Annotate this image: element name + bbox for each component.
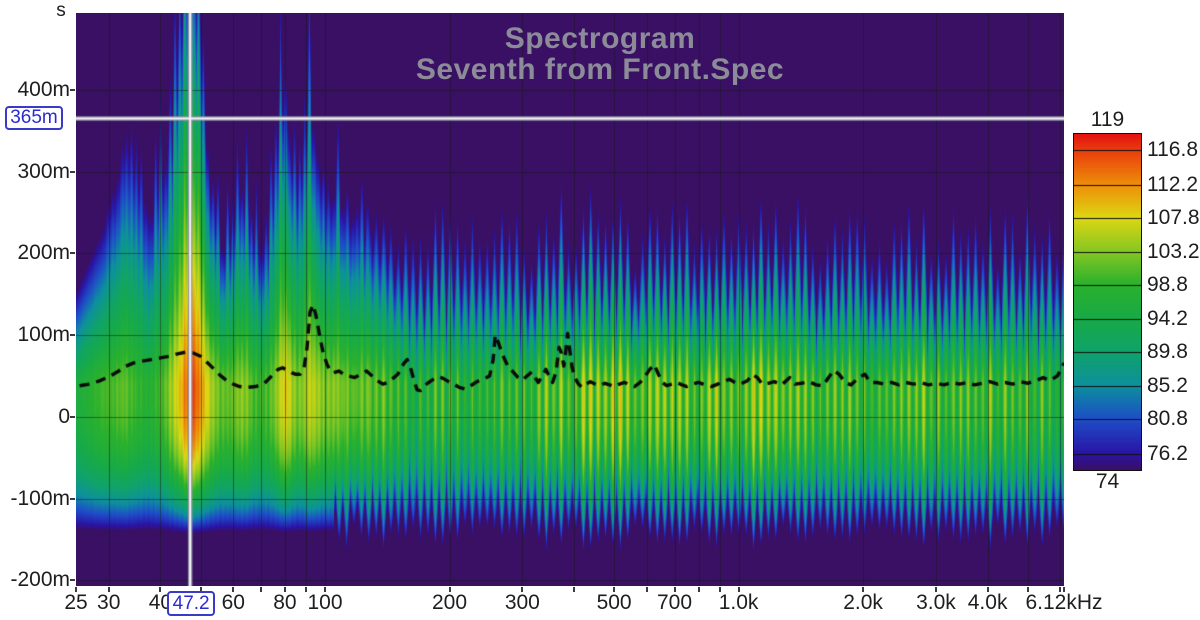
x-axis-tick-mark — [448, 587, 451, 592]
legend-tick-label: 112.2 — [1147, 172, 1198, 196]
y-axis-tick-label: 400m — [17, 77, 70, 101]
y-axis-tick-mark — [70, 497, 75, 500]
x-axis-tick-mark — [305, 587, 308, 592]
x-axis-tick-label: 100 — [307, 591, 343, 614]
legend-tick-label: 94.2 — [1147, 307, 1188, 331]
y-axis-tick-mark — [70, 252, 75, 255]
y-axis-tick-label: 100m — [17, 323, 70, 347]
x-axis-tick-mark — [934, 587, 937, 592]
legend-tick-label: 116.8 — [1147, 138, 1198, 162]
x-axis-tick-mark — [613, 587, 616, 592]
x-axis-tick-mark — [259, 587, 262, 592]
legend-tick-label: 107.8 — [1147, 205, 1200, 229]
y-axis-tick-label: -100m — [10, 486, 70, 510]
legend-tick-label: 103.2 — [1147, 239, 1200, 263]
y-axis-unit-label: s — [56, 0, 66, 21]
x-axis-tick-mark — [324, 587, 326, 592]
y-axis-tick-mark — [70, 415, 75, 418]
x-axis-tick-mark — [232, 587, 235, 592]
y-axis-tick-label: 200m — [17, 241, 70, 265]
y-axis-tick-mark — [70, 88, 75, 91]
x-axis-tick-mark — [737, 587, 740, 592]
x-axis-tick-mark — [673, 587, 676, 592]
x-axis-tick-label: 2.0k — [843, 591, 883, 614]
x-axis-tick-mark — [107, 587, 110, 592]
spectrogram-plot-canvas[interactable] — [76, 13, 1064, 586]
y-axis-tick-label: -200m — [10, 568, 70, 592]
x-axis-tick-mark — [573, 587, 576, 592]
y-axis-tick-label: 300m — [17, 159, 70, 183]
x-axis-tick-label: 200 — [431, 591, 468, 614]
frequency-cursor-readout[interactable]: 47.2 — [167, 591, 216, 616]
legend-colorbar — [1073, 133, 1142, 471]
x-axis-tick-label: 60 — [221, 591, 245, 614]
x-axis-tick-mark — [1026, 587, 1029, 592]
y-axis-tick-mark — [70, 170, 75, 173]
x-axis-tick-label: 25 — [64, 591, 88, 614]
x-axis-tick-mark — [697, 587, 700, 592]
legend-tick-label: 85.2 — [1147, 374, 1188, 398]
time-cursor-readout[interactable]: 365m — [5, 106, 63, 131]
x-axis-tick-mark — [1063, 587, 1065, 592]
x-axis-tick-label: 3.0k — [916, 591, 956, 614]
legend-tick-label: 80.8 — [1147, 407, 1188, 431]
y-axis-tick-mark — [70, 579, 75, 582]
x-axis-tick-label: 1.0k — [718, 591, 759, 614]
x-axis-tick-label: 30 — [97, 591, 121, 614]
x-axis-tick-mark — [718, 587, 721, 592]
y-axis-tick-label: 0 — [58, 404, 70, 428]
x-axis-tick-mark — [986, 587, 989, 592]
x-axis-tick-mark — [521, 587, 524, 592]
x-axis-tick-mark — [862, 587, 865, 592]
x-axis-tick-mark — [645, 587, 648, 592]
x-axis-tick-label: 40 — [148, 591, 173, 614]
x-axis-tick-label: 80 — [273, 591, 297, 614]
x-axis-tick-label: 500 — [596, 591, 632, 614]
legend-max-label: 119 — [1090, 108, 1125, 131]
x-axis-tick-label: 700 — [657, 591, 693, 614]
legend-min-label: 74 — [1095, 470, 1120, 493]
x-axis-tick-label: 4.0k — [967, 591, 1008, 614]
legend-tick-label: 98.8 — [1147, 272, 1188, 296]
x-axis-tick-mark — [283, 587, 286, 592]
x-axis-tick-mark — [75, 587, 77, 592]
x-axis-tick-mark — [159, 587, 162, 592]
legend-tick-label: 76.2 — [1147, 441, 1188, 465]
y-axis-tick-mark — [70, 334, 75, 337]
x-axis-tick-label: 300 — [504, 591, 540, 614]
x-axis-tick-mark — [1059, 587, 1062, 592]
legend-tick-label: 89.8 — [1147, 340, 1188, 364]
x-axis-tick-label: 6.12kHz — [1025, 591, 1103, 614]
x-axis-tick-mark — [199, 587, 202, 592]
